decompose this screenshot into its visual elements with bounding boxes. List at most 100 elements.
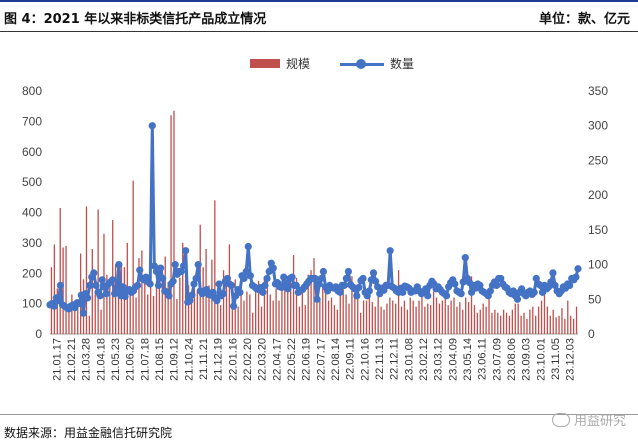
bar-mark bbox=[537, 306, 540, 334]
bar-mark bbox=[269, 294, 271, 334]
right-tick-label: 200 bbox=[588, 188, 608, 202]
x-tick-label: 22.07.17 bbox=[315, 338, 327, 381]
bar-mark bbox=[74, 300, 76, 334]
bar-mark bbox=[219, 305, 222, 334]
count-point bbox=[365, 287, 373, 295]
bar-mark bbox=[333, 305, 336, 334]
bar-mark bbox=[182, 242, 184, 334]
bar-mark bbox=[336, 309, 338, 334]
count-point bbox=[532, 274, 540, 283]
bar-mark bbox=[523, 312, 525, 334]
bar-mark bbox=[377, 285, 379, 334]
count-point bbox=[115, 260, 123, 269]
bar-mark bbox=[290, 276, 292, 334]
top-rule bbox=[0, 0, 638, 2]
bar-mark bbox=[520, 315, 522, 334]
x-tick-label: 21.01.17 bbox=[51, 338, 63, 381]
left-tick-label: 400 bbox=[22, 206, 42, 220]
bar-mark bbox=[147, 294, 149, 334]
bar-mark bbox=[543, 288, 546, 334]
bar-mark bbox=[342, 285, 344, 334]
x-tick-label: 23.07.09 bbox=[491, 338, 503, 381]
left-tick-label: 800 bbox=[22, 84, 42, 98]
bar-mark bbox=[161, 268, 163, 334]
right-tick-label: 50 bbox=[588, 292, 602, 306]
bar-mark bbox=[470, 276, 473, 334]
count-point bbox=[56, 281, 65, 289]
count-point bbox=[461, 254, 469, 262]
left-tick-label: 500 bbox=[22, 175, 42, 189]
bar-mark bbox=[190, 302, 193, 334]
bar-mark bbox=[418, 300, 420, 334]
bar-mark bbox=[415, 306, 417, 334]
wechat-icon bbox=[551, 412, 570, 427]
bar-mark bbox=[465, 297, 467, 334]
bar-mark bbox=[462, 309, 464, 334]
bar-mark bbox=[149, 279, 152, 334]
bar-mark bbox=[255, 288, 257, 334]
bar-mark bbox=[502, 309, 505, 334]
bar-mark bbox=[237, 306, 239, 334]
bar-mark bbox=[208, 285, 210, 334]
count-point bbox=[230, 302, 238, 310]
bar-mark bbox=[362, 300, 365, 334]
count-point bbox=[451, 280, 459, 288]
bar-mark bbox=[482, 303, 484, 334]
bar-mark bbox=[278, 300, 280, 334]
bar-mark bbox=[304, 305, 306, 334]
bar-mark bbox=[249, 294, 251, 334]
left-tick-label: 600 bbox=[22, 145, 42, 159]
count-point bbox=[227, 281, 236, 289]
count-point bbox=[284, 285, 292, 293]
count-point bbox=[574, 265, 582, 273]
count-point bbox=[90, 269, 98, 277]
bar-mark bbox=[383, 309, 385, 334]
bar-mark bbox=[572, 318, 575, 334]
count-point bbox=[353, 292, 361, 300]
bar-mark bbox=[505, 312, 508, 334]
bar-mark bbox=[225, 276, 228, 334]
bar-mark bbox=[365, 300, 368, 334]
bar-mark bbox=[467, 302, 470, 334]
bar-mark bbox=[450, 300, 452, 334]
bar-mark bbox=[307, 274, 309, 334]
count-point bbox=[159, 274, 167, 283]
bar-mark bbox=[441, 300, 444, 334]
x-tick-label: 21.03.28 bbox=[81, 338, 93, 381]
x-tick-label: 23.04.09 bbox=[447, 338, 459, 381]
header-rule bbox=[0, 31, 638, 32]
bar-mark bbox=[473, 305, 476, 334]
bar-mark bbox=[500, 315, 502, 334]
count-point bbox=[371, 277, 380, 285]
count-point bbox=[261, 281, 269, 289]
count-point bbox=[551, 281, 559, 289]
count-point bbox=[215, 280, 223, 288]
bar-mark bbox=[88, 315, 91, 334]
bar-mark bbox=[529, 309, 531, 334]
bar-mark bbox=[65, 245, 67, 334]
x-tick-label: 23.06.11 bbox=[477, 338, 489, 380]
right-tick-label: 150 bbox=[588, 223, 608, 237]
bar-mark bbox=[392, 300, 394, 334]
bar-mark bbox=[558, 315, 560, 334]
count-point bbox=[530, 288, 538, 296]
count-point bbox=[236, 288, 244, 296]
bar-mark bbox=[319, 300, 321, 334]
count-point bbox=[549, 269, 557, 277]
bar-mark bbox=[85, 206, 88, 334]
bar-mark bbox=[476, 312, 479, 334]
bar-mark bbox=[260, 306, 263, 334]
bar-mark bbox=[222, 270, 225, 334]
count-point bbox=[457, 290, 465, 298]
footer-rule bbox=[0, 414, 638, 415]
bar-mark bbox=[406, 309, 409, 334]
x-tick-label: 23.12.03 bbox=[565, 338, 577, 381]
bar-mark bbox=[158, 285, 161, 334]
legend-label-count: 数量 bbox=[390, 57, 415, 71]
count-point bbox=[157, 264, 165, 272]
count-point bbox=[113, 287, 121, 295]
x-tick-label: 21.06.20 bbox=[125, 338, 137, 381]
count-point bbox=[154, 281, 163, 289]
bar-mark bbox=[444, 294, 446, 334]
count-point bbox=[566, 281, 574, 289]
